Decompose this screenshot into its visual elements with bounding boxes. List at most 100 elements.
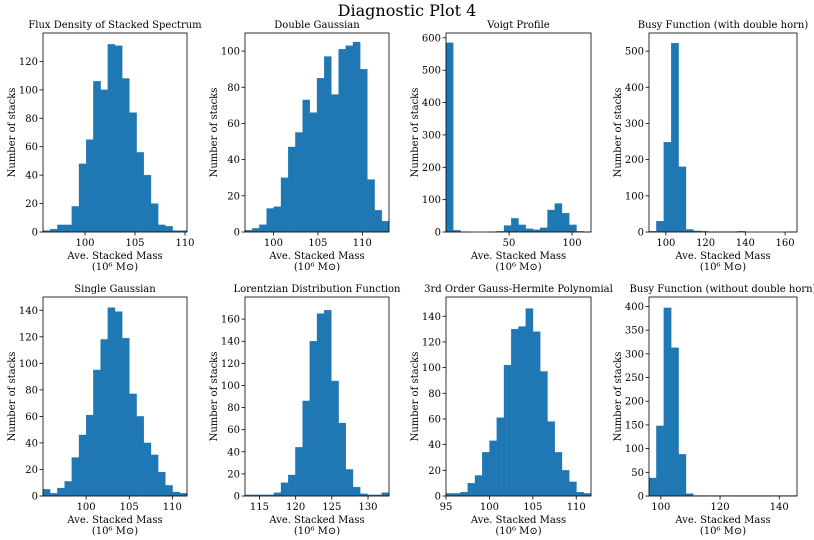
histogram-bar xyxy=(107,307,116,497)
x-axis-unit: (10⁶ M⊙) xyxy=(294,262,340,273)
y-tick-label: 60 xyxy=(428,414,441,425)
y-tick-label: 600 xyxy=(422,33,441,44)
histogram-bar xyxy=(114,311,123,497)
histogram-bar xyxy=(367,179,375,233)
x-axis-label: Ave. Stacked Mass xyxy=(66,515,162,526)
y-axis-label: Number of stacks xyxy=(209,352,220,442)
x-tick-label: 100 xyxy=(75,238,94,249)
histogram-bar xyxy=(511,328,519,497)
y-tick-label: 80 xyxy=(25,385,38,396)
histogram-bar xyxy=(338,422,346,497)
y-tick-label: 40 xyxy=(227,155,240,166)
histogram-bar xyxy=(511,218,519,233)
histogram-bar xyxy=(316,78,325,233)
x-tick-label: 100 xyxy=(651,502,670,513)
y-tick-label: 80 xyxy=(428,389,441,400)
histogram-bar xyxy=(561,213,570,233)
histogram-bar xyxy=(540,371,548,497)
x-tick-label: 125 xyxy=(322,502,341,513)
x-tick-label: 105 xyxy=(523,502,542,513)
y-tick-label: 40 xyxy=(428,440,441,451)
histogram-bar xyxy=(445,42,454,233)
histogram-bar xyxy=(331,380,339,497)
x-axis-label: Ave. Stacked Mass xyxy=(66,251,162,262)
panel-7: 3rd Order Gauss-Hermite Polynomial 95 100 1… xyxy=(410,284,613,537)
y-tick-label: 0 xyxy=(435,228,441,239)
histogram-bar xyxy=(352,41,361,233)
histogram-bar xyxy=(474,475,483,497)
histogram-bar xyxy=(295,132,303,233)
panel-4: Busy Function (with double horn) 100 120 14… xyxy=(613,20,808,273)
panel-title: Flux Density of Stacked Spectrum xyxy=(28,20,202,31)
histogram-bar xyxy=(460,491,468,497)
x-tick-label: 120 xyxy=(696,238,715,249)
histogram-bar xyxy=(671,42,679,233)
panel-2: Double Gaussian 100 105 110 0 20 40 60 80 100 Ave.… xyxy=(209,20,390,273)
panel-title: Busy Function (with double horn) xyxy=(638,20,809,31)
histogram-bar xyxy=(252,228,260,233)
y-axis-label: Number of stacks xyxy=(7,352,18,442)
panel-8: Busy Function (without double horn) 100 12… xyxy=(613,284,814,537)
axes-frame xyxy=(244,296,390,497)
histogram-bar xyxy=(374,210,382,233)
y-tick-label: 200 xyxy=(422,163,441,174)
y-tick-label: 500 xyxy=(625,47,644,58)
histogram-bar xyxy=(288,146,296,233)
histogram-bar xyxy=(150,454,159,497)
histogram-bar xyxy=(122,78,130,233)
axes-frame xyxy=(244,32,390,233)
y-tick-label: 120 xyxy=(19,57,38,68)
histogram-bar xyxy=(64,224,72,233)
histogram-bar xyxy=(678,454,687,497)
histogram-bar xyxy=(547,209,555,233)
y-tick-label: 60 xyxy=(25,142,38,153)
x-tick-label: 115 xyxy=(250,502,269,513)
y-tick-label: 160 xyxy=(221,315,240,326)
x-tick-label: 140 xyxy=(736,238,755,249)
y-axis-label: Number of stacks xyxy=(209,88,220,178)
y-tick-label: 20 xyxy=(428,466,441,477)
histogram-bar xyxy=(554,452,563,497)
panel-title: Double Gaussian xyxy=(274,20,360,31)
y-tick-label: 20 xyxy=(25,199,38,210)
x-tick-label: 110 xyxy=(353,238,372,249)
y-tick-label: 40 xyxy=(25,171,38,182)
x-axis-unit: (10⁶ M⊙) xyxy=(700,526,746,537)
histogram-bar xyxy=(656,425,664,497)
histogram-bar xyxy=(86,414,94,497)
y-tick-label: 100 xyxy=(19,85,38,96)
x-tick-label: 105 xyxy=(125,238,144,249)
y-tick-label: 80 xyxy=(227,403,240,414)
histogram-bar xyxy=(518,326,526,497)
panel-5: Single Gaussian 100 105 110 0 20 40 60 80 100 120 1… xyxy=(7,284,188,537)
y-tick-label: 140 xyxy=(19,306,38,317)
y-tick-label: 20 xyxy=(227,469,240,480)
y-axis-label: Number of stacks xyxy=(410,88,421,178)
y-tick-label: 120 xyxy=(19,332,38,343)
x-axis-label: Ave. Stacked Mass xyxy=(268,251,364,262)
panel-1: Flux Density of Stacked Spectrum 100 105 11… xyxy=(7,20,202,273)
x-axis-unit: (10⁶ M⊙) xyxy=(92,526,138,537)
axes-frame xyxy=(648,32,798,233)
axes-frame xyxy=(42,296,188,497)
y-tick-label: 100 xyxy=(19,359,38,370)
y-tick-label: 20 xyxy=(227,191,240,202)
x-tick-label: 105 xyxy=(308,238,327,249)
y-tick-label: 500 xyxy=(422,66,441,77)
y-tick-label: 100 xyxy=(422,363,441,374)
y-tick-label: 350 xyxy=(625,326,644,337)
histogram-bar xyxy=(288,474,296,497)
x-axis-unit: (10⁶ M⊙) xyxy=(495,262,541,273)
y-tick-label: 100 xyxy=(221,381,240,392)
histogram-bar xyxy=(569,481,577,497)
y-tick-label: 0 xyxy=(638,228,644,239)
y-tick-label: 80 xyxy=(25,114,38,125)
x-axis-unit: (10⁶ M⊙) xyxy=(294,526,340,537)
histogram-bar xyxy=(302,99,310,233)
histogram-bar xyxy=(345,45,354,233)
histogram-bar xyxy=(71,206,80,233)
y-tick-label: 140 xyxy=(221,337,240,348)
histogram-bar xyxy=(663,307,672,497)
y-tick-label: 100 xyxy=(625,191,644,202)
histogram-bar xyxy=(678,166,687,233)
